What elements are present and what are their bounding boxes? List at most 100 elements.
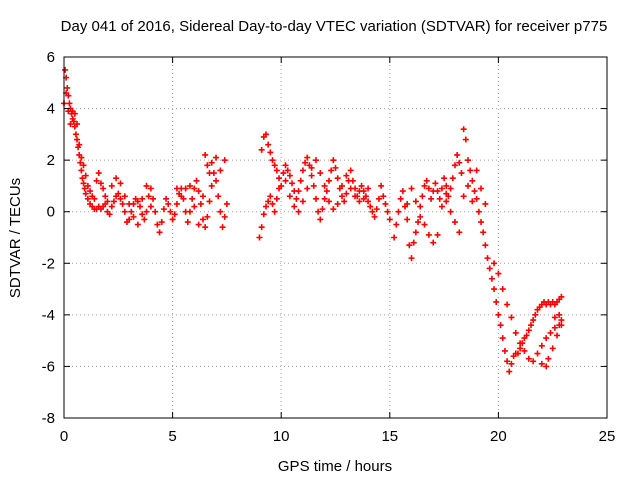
data-point [143,208,150,215]
data-point [72,131,79,138]
data-point [150,195,157,202]
data-point [66,100,73,107]
data-point [443,190,450,197]
data-point [460,193,467,200]
data-point [332,164,339,171]
data-point [76,141,83,148]
data-point [334,200,341,207]
data-point [145,193,152,200]
data-point [469,198,476,205]
data-point [558,317,565,324]
data-point [91,195,98,202]
data-point [195,188,202,195]
data-point [493,298,500,305]
data-point [299,198,306,205]
data-point [460,126,467,133]
data-point [438,203,445,210]
x-tick-label: 15 [381,428,398,445]
data-point [193,177,200,184]
data-point [421,182,428,189]
data-point [265,198,272,205]
data-point [545,355,552,362]
data-point [495,311,502,318]
data-point [514,350,521,357]
data-point [538,342,545,349]
data-point [267,149,274,156]
y-axis-label: SDTVAR / TECUs [7,178,24,298]
data-point [93,177,100,184]
data-point [521,347,528,354]
data-point [325,177,332,184]
data-point [258,146,265,153]
data-point [217,167,224,174]
data-point [208,182,215,189]
data-point [293,195,300,202]
data-point [478,185,485,192]
data-point [425,185,432,192]
data-point [289,180,296,187]
data-point [369,208,376,215]
data-point [423,177,430,184]
data-point [182,185,189,192]
data-point [208,159,215,166]
data-points [61,66,565,375]
data-point [347,185,354,192]
data-point [200,216,207,223]
chart-title: Day 041 of 2016, Sidereal Day-to-day VTE… [61,18,608,35]
data-point [397,195,404,202]
data-point [221,157,228,164]
data-point [186,208,193,215]
data-point [204,162,211,169]
data-point [384,208,391,215]
data-point [543,335,550,342]
data-point [141,216,148,223]
data-point [551,314,558,321]
data-point [154,221,161,228]
data-point [347,167,354,174]
y-tick-label: 6 [47,49,55,66]
y-tick-label: -2 [42,255,55,272]
data-point [482,242,489,249]
data-point [79,175,86,182]
data-point [499,335,506,342]
data-point [473,195,480,202]
data-point [558,322,565,329]
data-point [356,198,363,205]
data-point [202,224,209,231]
data-point [504,358,511,365]
data-point [334,175,341,182]
data-point [408,255,415,262]
data-point [339,193,346,200]
data-point [415,219,422,226]
data-point [265,141,272,148]
data-point [399,188,406,195]
data-point [291,203,298,210]
data-point [113,175,120,182]
data-point [497,322,504,329]
data-point [499,286,506,293]
data-point [469,177,476,184]
data-point [317,170,324,177]
data-point [432,180,439,187]
data-point [462,136,469,143]
data-point [126,200,133,207]
data-point [467,167,474,174]
data-point [321,195,328,202]
data-point [202,151,209,158]
data-point [215,193,222,200]
plot-frame [63,56,608,419]
data-point [108,182,115,189]
axis-ticks [63,56,608,419]
data-point [443,198,450,205]
data-point [64,84,71,91]
data-point [434,231,441,238]
data-point [282,177,289,184]
data-point [286,172,293,179]
data-point [501,347,508,354]
data-point [349,177,356,184]
x-tick-label: 5 [168,428,176,445]
data-point [530,317,537,324]
data-point [532,311,539,318]
data-point [134,198,141,205]
